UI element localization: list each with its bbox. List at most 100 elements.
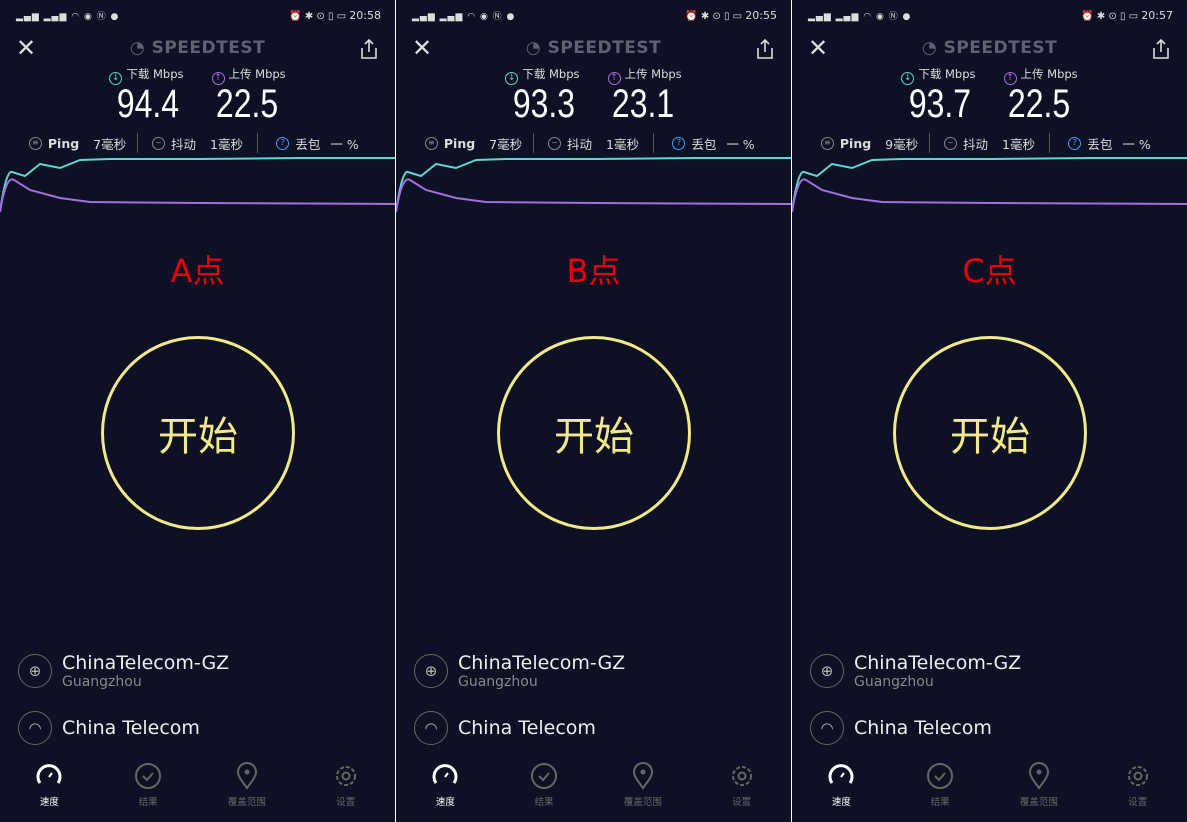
- ping-label: Ping: [47, 135, 80, 151]
- signal-icons: ▂▄▆ ▂▄▆ ◠ ◉ Ⓝ ●: [412, 11, 516, 22]
- nav-label: 结果: [930, 797, 950, 808]
- start-button[interactable]: 开始: [497, 336, 691, 530]
- ping-icon: ≡: [28, 136, 42, 150]
- download-label: ↓ 下载 Mbps: [901, 66, 976, 85]
- share-icon[interactable]: [755, 38, 775, 60]
- signal-icons: ▂▄▆ ▂▄▆ ◠ ◉ Ⓝ ●: [16, 11, 120, 22]
- packet-loss-metric[interactable]: ? 丢包一 %: [1050, 134, 1169, 153]
- speedometer-logo-icon: ◔: [129, 38, 152, 58]
- nav-settings[interactable]: 设置: [296, 762, 395, 808]
- jitter-icon: ~: [152, 136, 166, 150]
- loss-label: 丢包: [1087, 136, 1113, 152]
- loss-label: 丢包: [691, 136, 717, 152]
- status-right: ⏰ ✱ ⊙ ▯ ▭ 20:58: [289, 9, 381, 22]
- upload-label-text: 上传 Mbps: [624, 67, 682, 81]
- ping-label: Ping: [443, 135, 476, 151]
- help-icon[interactable]: ?: [672, 136, 686, 150]
- speed-graph: [396, 157, 791, 213]
- globe-icon: ⊕: [18, 654, 52, 688]
- upload-value: 22.5: [215, 82, 279, 126]
- speedtest-screen: ▂▄▆ ▂▄▆ ◠ ◉ Ⓝ ● ⏰ ✱ ⊙ ▯ ▭ 20:55 ✕ ◔ SPEE…: [396, 0, 791, 822]
- server-name: ChinaTelecom-GZ: [854, 652, 1022, 674]
- help-icon[interactable]: ?: [276, 136, 290, 150]
- ping-metric: ≡ Ping 7毫秒: [18, 134, 137, 153]
- nav-results[interactable]: 结果: [99, 762, 198, 808]
- nav-results[interactable]: 结果: [891, 762, 990, 808]
- jitter-icon: ~: [548, 136, 562, 150]
- divider: [929, 133, 930, 153]
- jitter-value: 1毫秒: [210, 136, 243, 152]
- upload-label: ↑ 上传 Mbps: [607, 66, 682, 85]
- close-icon[interactable]: ✕: [808, 34, 829, 62]
- arrow-up-circle-icon: ↑: [607, 72, 621, 85]
- start-button[interactable]: 开始: [893, 336, 1087, 530]
- ping-metric: ≡ Ping 9毫秒: [810, 134, 929, 153]
- server-city: Guangzhou: [458, 674, 538, 690]
- download-label-text: 下载 Mbps: [126, 67, 184, 81]
- nav-coverage[interactable]: 覆盖范围: [594, 762, 693, 808]
- start-button[interactable]: 开始: [101, 336, 295, 530]
- nav-label: 结果: [534, 797, 554, 808]
- close-icon[interactable]: ✕: [16, 34, 37, 62]
- share-icon[interactable]: [1151, 38, 1171, 60]
- nav-settings[interactable]: 设置: [1088, 762, 1187, 808]
- nav-label: 速度: [435, 797, 455, 808]
- nav-label: 设置: [336, 797, 356, 808]
- jitter-metric: ~ 抖动 1毫秒: [534, 134, 653, 153]
- gear-icon: [335, 766, 356, 786]
- download-graph-line: [0, 157, 395, 213]
- app-title-text: SPEEDTEST: [151, 38, 266, 58]
- status-time: 20:57: [1141, 8, 1173, 22]
- app-title: ◔ SPEEDTEST: [0, 38, 395, 58]
- wifi-icon: ◠: [810, 711, 844, 745]
- app-title: ◔ SPEEDTEST: [396, 38, 791, 58]
- help-icon[interactable]: ?: [1068, 136, 1082, 150]
- download-label: ↓ 下载 Mbps: [109, 66, 184, 85]
- ping-value: 7毫秒: [93, 136, 127, 152]
- nav-settings[interactable]: 设置: [692, 762, 791, 808]
- jitter-value: 1毫秒: [606, 136, 639, 152]
- nav-label: 设置: [732, 797, 752, 808]
- nav-label: 结果: [138, 797, 158, 808]
- jitter-metric: ~ 抖动 1毫秒: [138, 134, 257, 153]
- download-label: ↓ 下载 Mbps: [505, 66, 580, 85]
- gear-icon: [1127, 766, 1148, 786]
- server-city: Guangzhou: [62, 674, 142, 690]
- arrow-down-circle-icon: ↓: [505, 72, 519, 85]
- packet-loss-metric[interactable]: ? 丢包一 %: [258, 134, 377, 153]
- nav-results[interactable]: 结果: [495, 762, 594, 808]
- server-name: ChinaTelecom-GZ: [458, 652, 626, 674]
- divider: [257, 133, 258, 153]
- jitter-label: 抖动: [963, 136, 989, 152]
- status-bar: ▂▄▆ ▂▄▆ ◠ ◉ Ⓝ ● ⏰ ✱ ⊙ ▯ ▭ 20:58: [16, 7, 381, 23]
- provider-name: China Telecom: [854, 717, 992, 739]
- upload-graph-line: [0, 178, 395, 213]
- nav-speed[interactable]: 速度: [792, 762, 891, 808]
- nav-label: 设置: [1128, 797, 1148, 808]
- status-icons: ⏰ ✱ ⊙ ▯ ▭: [289, 10, 350, 22]
- nav-speed[interactable]: 速度: [0, 762, 99, 808]
- ping-value: 7毫秒: [489, 136, 523, 152]
- speedometer-icon: [828, 764, 854, 784]
- close-icon[interactable]: ✕: [412, 34, 433, 62]
- nav-speed[interactable]: 速度: [396, 762, 495, 808]
- server-selector[interactable]: ⊕ ChinaTelecom-GZ Guangzhou: [810, 652, 1021, 690]
- location-pin-icon: [1028, 762, 1049, 790]
- share-icon[interactable]: [359, 38, 379, 60]
- nav-label: 覆盖范围: [1019, 797, 1058, 808]
- packet-loss-metric[interactable]: ? 丢包一 %: [654, 134, 773, 153]
- loss-value: 一 %: [726, 136, 755, 152]
- nav-coverage[interactable]: 覆盖范围: [990, 762, 1089, 808]
- download-label-text: 下载 Mbps: [918, 67, 976, 81]
- server-selector[interactable]: ⊕ ChinaTelecom-GZ Guangzhou: [18, 652, 229, 690]
- wifi-icon: ◠: [414, 711, 448, 745]
- bottom-nav: 速度 结果 覆盖范围 设置: [0, 762, 395, 808]
- server-selector[interactable]: ⊕ ChinaTelecom-GZ Guangzhou: [414, 652, 625, 690]
- provider-name: China Telecom: [62, 717, 200, 739]
- arrow-up-circle-icon: ↑: [211, 72, 225, 85]
- upload-value: 22.5: [1007, 82, 1071, 126]
- arrow-down-circle-icon: ↓: [901, 72, 915, 85]
- location-pin-icon: [236, 762, 257, 790]
- nav-coverage[interactable]: 覆盖范围: [198, 762, 297, 808]
- server-city: Guangzhou: [854, 674, 934, 690]
